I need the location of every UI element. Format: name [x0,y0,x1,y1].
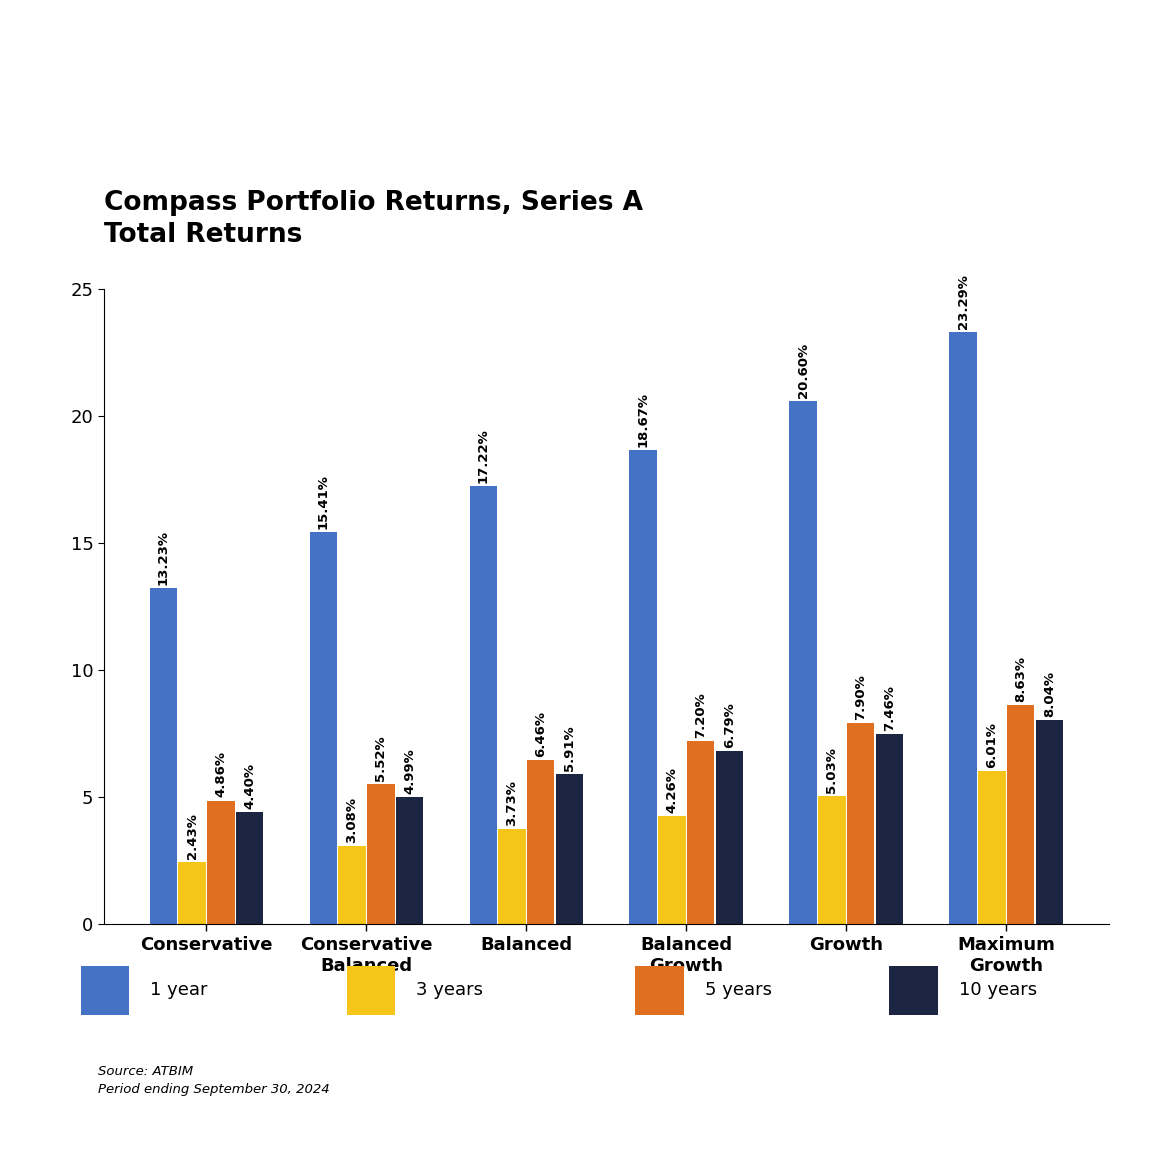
Bar [658,815,686,924]
FancyBboxPatch shape [889,966,938,1015]
Text: 6.79%: 6.79% [723,702,736,748]
FancyBboxPatch shape [81,966,129,1015]
Bar [1036,720,1063,924]
Bar [207,800,234,924]
Text: 3.73%: 3.73% [506,781,519,826]
Text: 15.41%: 15.41% [316,475,330,529]
Text: 3 years: 3 years [416,982,483,999]
Bar [178,863,206,924]
Bar [396,797,423,924]
Text: 8.63%: 8.63% [1014,656,1027,702]
Text: 4.86%: 4.86% [215,752,228,797]
Text: 6.01%: 6.01% [985,722,998,768]
Bar [150,588,177,924]
Bar [1007,705,1035,924]
Text: 10 years: 10 years [959,982,1037,999]
Bar [716,752,743,924]
Text: 4.40%: 4.40% [244,763,256,810]
Text: 4.26%: 4.26% [665,767,678,813]
FancyBboxPatch shape [346,966,395,1015]
Text: 6.46%: 6.46% [535,710,547,757]
Bar [687,742,715,924]
Bar [556,774,583,924]
Text: 13.23%: 13.23% [157,530,170,584]
Text: 23.29%: 23.29% [956,274,969,329]
Bar [310,532,337,924]
Text: 7.90%: 7.90% [855,675,867,721]
Bar [790,401,817,924]
Bar [367,784,395,924]
Bar [847,723,874,924]
Text: 18.67%: 18.67% [636,392,649,447]
Bar [629,449,657,924]
Text: 8.04%: 8.04% [1043,671,1056,716]
Bar [818,796,845,924]
Text: 3.08%: 3.08% [345,797,358,843]
Bar [527,760,554,924]
Text: 1 year: 1 year [150,982,208,999]
Bar [875,735,903,924]
Text: 5.91%: 5.91% [564,725,576,770]
Bar [236,812,263,924]
Text: 5 years: 5 years [705,982,772,999]
Text: Compass Portfolio Returns, Series A
Total Returns: Compass Portfolio Returns, Series A Tota… [104,191,643,248]
Text: 20.60%: 20.60% [797,342,810,397]
Text: 2.43%: 2.43% [186,813,199,859]
Text: Source: ATBIM
Period ending September 30, 2024: Source: ATBIM Period ending September 30… [98,1065,330,1096]
Bar [978,772,1006,924]
Text: 7.20%: 7.20% [694,692,707,738]
Bar [498,829,526,924]
Bar [949,333,977,924]
Text: 17.22%: 17.22% [477,429,490,484]
Text: 7.46%: 7.46% [882,686,896,731]
Text: 5.03%: 5.03% [826,747,839,793]
Bar [470,486,497,924]
FancyBboxPatch shape [635,966,684,1015]
Text: 4.99%: 4.99% [403,748,416,795]
Text: 5.52%: 5.52% [374,735,387,781]
Bar [338,845,366,924]
